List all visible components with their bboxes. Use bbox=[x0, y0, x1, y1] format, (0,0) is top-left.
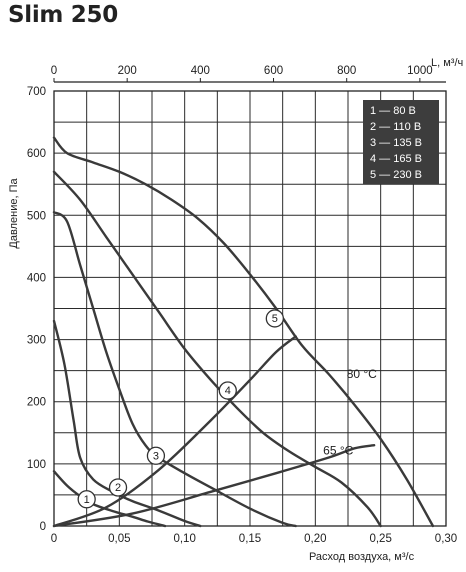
curve-marker-2 bbox=[108, 478, 128, 497]
y-tick-label: 600 bbox=[27, 148, 46, 160]
y-tick-label: 200 bbox=[27, 397, 46, 409]
curve-marker-label: 5 bbox=[272, 313, 278, 325]
curve-marker-1 bbox=[77, 490, 96, 509]
legend-entry: 2 — 110 В bbox=[370, 121, 421, 133]
curve-marker-label: 2 bbox=[115, 482, 121, 494]
system-curve-1 bbox=[52, 335, 297, 528]
x2-tick-label: 800 bbox=[337, 65, 356, 77]
x-tick-label: 0,10 bbox=[173, 533, 195, 545]
legend-entry: 4 — 165 В bbox=[370, 153, 422, 165]
curve-marker-3 bbox=[146, 446, 166, 465]
x2-tick-label: 1000 bbox=[407, 65, 433, 77]
y-tick-label: 100 bbox=[27, 459, 46, 471]
system-curve-2 bbox=[52, 444, 376, 528]
legend-entry: 5 — 230 В bbox=[370, 169, 422, 181]
y-tick-label: 500 bbox=[27, 210, 46, 222]
x-tick-label: 0,30 bbox=[435, 533, 457, 545]
legend-box bbox=[363, 100, 439, 184]
y-tick-label: 300 bbox=[27, 335, 46, 347]
x2-tick-label: 400 bbox=[191, 65, 210, 77]
fan-curve-5 bbox=[52, 136, 435, 528]
legend-entry: 3 — 135 В bbox=[370, 137, 422, 149]
x-tick-label: 0,25 bbox=[369, 533, 391, 545]
y-tick-label: 700 bbox=[27, 86, 46, 98]
x2-tick-label: 0 bbox=[51, 65, 57, 77]
y-tick-label: 0 bbox=[40, 521, 46, 533]
legend-entry: 1 — 80 В bbox=[370, 105, 416, 117]
chart-title: Slim 250 bbox=[8, 2, 118, 28]
curve-marker-label: 4 bbox=[225, 385, 231, 397]
fan-curve-1 bbox=[52, 470, 167, 528]
x2-tick-label: 600 bbox=[264, 65, 283, 77]
y-axis-label: Давление, Па bbox=[8, 178, 20, 249]
curve-marker-label: 3 bbox=[153, 450, 159, 462]
x2-tick-label: 200 bbox=[118, 65, 137, 77]
fan-curve-3 bbox=[52, 210, 297, 528]
x-tick-label: 0,20 bbox=[304, 533, 326, 545]
x-axis-label: Расход воздуха, м³/с bbox=[309, 551, 415, 563]
curve-marker-label: 1 bbox=[84, 494, 90, 506]
plot-frame bbox=[53, 90, 447, 527]
x2-axis-label: L, м³/ч bbox=[431, 57, 463, 69]
y-tick-label: 400 bbox=[27, 272, 46, 284]
fan-curve-2 bbox=[52, 319, 202, 528]
x-tick-label: 0 bbox=[51, 533, 57, 545]
temperature-label: 65 °C bbox=[323, 444, 353, 458]
x-tick-label: 0,05 bbox=[108, 533, 130, 545]
x-tick-label: 0,15 bbox=[239, 533, 261, 545]
curve-marker-4 bbox=[218, 381, 237, 400]
curve-marker-5 bbox=[265, 309, 284, 328]
temperature-label: 80 °C bbox=[347, 367, 377, 381]
